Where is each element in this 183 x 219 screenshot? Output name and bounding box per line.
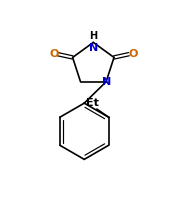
Text: Et: Et xyxy=(86,98,99,108)
Text: N: N xyxy=(102,77,112,87)
Text: O: O xyxy=(128,49,138,59)
Text: O: O xyxy=(49,49,58,59)
Text: H: H xyxy=(89,31,97,41)
Text: N: N xyxy=(89,43,98,53)
